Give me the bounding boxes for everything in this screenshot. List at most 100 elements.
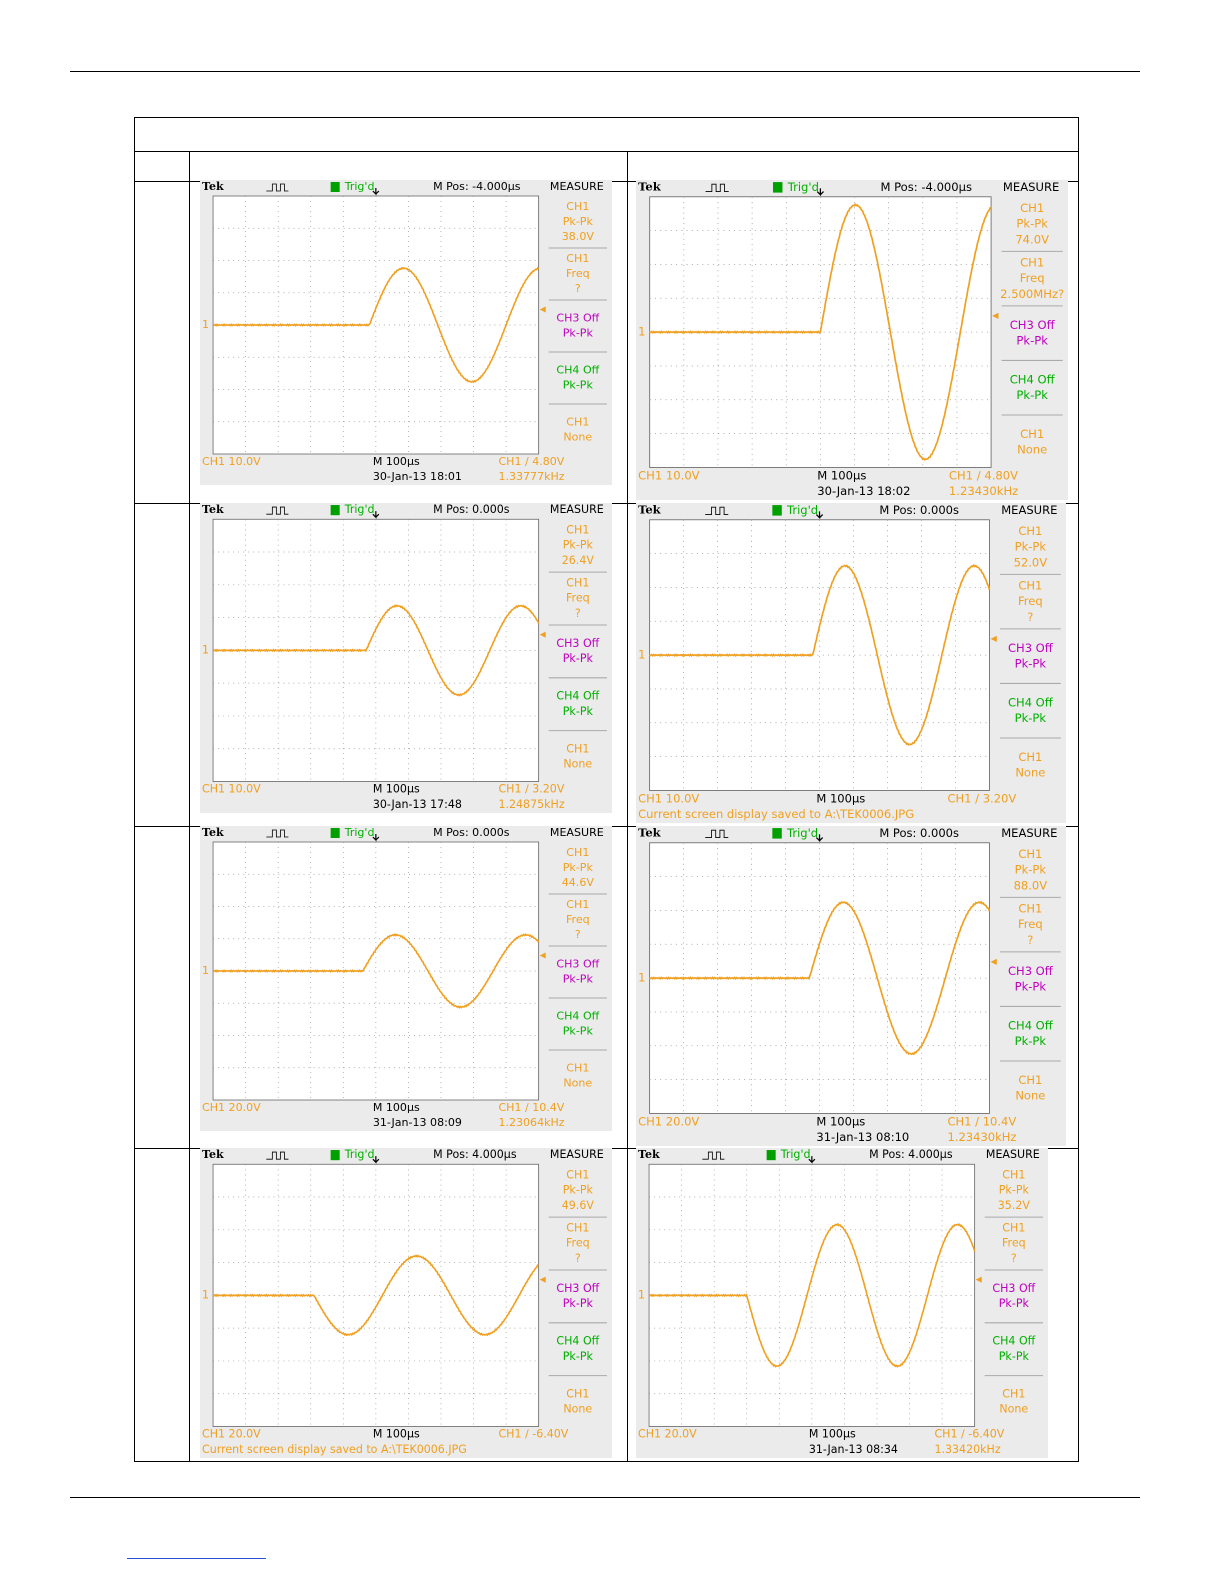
measurement-line: Freq: [1002, 1237, 1026, 1250]
measurement-line: 38.0V: [562, 230, 595, 243]
scope-screenshot: 1 Tek Trig'd M Pos: -4.000µs MEASURE CH1 Pk-Pk…: [636, 180, 1068, 500]
measurement-line: Pk-Pk: [563, 539, 594, 552]
trigger-icon: [772, 505, 782, 516]
measurement-line: CH3 Off: [556, 1282, 599, 1295]
timestamp: 31-Jan-13 08:10: [816, 1130, 909, 1144]
measurement-line: CH1: [1020, 255, 1044, 269]
trigger-frequency: 1.23430kHz: [949, 484, 1018, 498]
measurement-line: Pk-Pk: [563, 652, 594, 665]
waveform: [649, 563, 991, 746]
measurement-line: Pk-Pk: [1015, 863, 1047, 877]
channel-marker: 1: [638, 648, 645, 662]
measurement-line: 35.2V: [998, 1199, 1031, 1212]
trigger-level: CH1 ∕ 4.80V: [498, 455, 564, 468]
measurement-line: None: [1015, 1089, 1045, 1103]
trigger-level: CH1 ∕ 10.4V: [498, 1101, 564, 1114]
measurement-line: CH1: [1018, 750, 1042, 764]
trigger-status: Trig'd: [344, 826, 375, 839]
trigger-status: Trig'd: [344, 1148, 375, 1161]
channel-marker: 1: [202, 1288, 209, 1301]
trigger-icon: [330, 1150, 340, 1161]
channel-marker: 1: [638, 971, 645, 985]
measurement-line: CH1: [1018, 847, 1042, 861]
trigger-position-arrow: [372, 511, 380, 519]
measurement-line: ?: [1027, 933, 1033, 947]
measurement-line: Pk-Pk: [563, 973, 594, 986]
trigger-position-arrow: [816, 188, 824, 197]
table-title-cell: [133, 117, 1080, 152]
measurement-line: CH1: [1002, 1221, 1025, 1234]
trigger-frequency: 1.33777kHz: [498, 470, 564, 483]
measurement-line: Pk-Pk: [563, 215, 594, 228]
measurement-line: CH1: [1020, 201, 1044, 215]
measurement-line: CH1: [566, 252, 589, 265]
channel-scale: CH1 20.0V: [202, 1428, 261, 1441]
channel-scale: CH1 10.0V: [638, 791, 699, 805]
horizontal-position: M Pos: 0.000s: [879, 503, 959, 517]
measurement-line: Pk-Pk: [563, 327, 594, 340]
acquire-icon: [705, 506, 729, 515]
measurement-line: CH4 Off: [1008, 1018, 1054, 1032]
channel-marker: 1: [638, 325, 645, 339]
timebase: M 100µs: [373, 1428, 420, 1441]
measurement-line: Pk-Pk: [1016, 334, 1048, 348]
footer-rule: [70, 1497, 1140, 1498]
measure-title: MEASURE: [550, 826, 604, 839]
measurement-line: ?: [575, 928, 581, 941]
acquire-icon: [266, 829, 289, 838]
measurement-line: CH4 Off: [1010, 372, 1056, 386]
channel-marker: 1: [202, 964, 209, 977]
trigger-frequency: 1.24875kHz: [498, 798, 564, 811]
trigger-icon: [330, 505, 340, 516]
measurement-line: CH1: [1018, 901, 1042, 915]
trigger-position-arrow: [372, 188, 380, 196]
trigger-level: CH1 ∕ 3.20V: [947, 791, 1016, 805]
measurement-line: Pk-Pk: [999, 1297, 1030, 1310]
measurement-line: Pk-Pk: [1015, 540, 1047, 554]
acquire-icon: [266, 183, 289, 192]
measurement-line: CH3 Off: [1008, 964, 1054, 978]
measurement-line: None: [1015, 766, 1045, 780]
trigger-level-arrow: [539, 952, 546, 959]
timebase: M 100µs: [817, 468, 866, 482]
timebase: M 100µs: [373, 783, 420, 796]
timestamp: 30-Jan-13 18:01: [373, 470, 462, 483]
measurement-line: CH4 Off: [992, 1335, 1035, 1348]
waveform: [212, 266, 540, 384]
measurement-line: CH1: [566, 898, 589, 911]
measurement-line: CH3 Off: [556, 637, 599, 650]
measurement-line: CH1: [1018, 578, 1042, 592]
channel-scale: CH1 10.0V: [202, 455, 261, 468]
measurement-line: CH1: [566, 1168, 589, 1181]
measurement-line: None: [999, 1403, 1028, 1416]
measurement-line: CH4 Off: [556, 364, 599, 377]
measurement-line: ?: [1027, 610, 1033, 624]
scope-screenshot: 1 Tek Trig'd M Pos: 4.000µs MEASURE CH1 Pk-Pk 3…: [636, 1148, 1048, 1458]
acquire-icon: [266, 506, 289, 515]
horizontal-position: M Pos: 0.000s: [433, 826, 510, 839]
brand: Tek: [638, 503, 662, 516]
channel-scale: CH1 20.0V: [202, 1101, 261, 1114]
trigger-level: CH1 ∕ 3.20V: [498, 783, 564, 796]
brand: Tek: [202, 180, 224, 193]
measurement-line: 49.6V: [562, 1199, 595, 1212]
timestamp: 31-Jan-13 08:34: [809, 1443, 898, 1456]
measure-title: MEASURE: [1001, 503, 1057, 517]
header-rule: [70, 71, 1140, 72]
measurement-line: CH1: [566, 742, 589, 755]
measurement-line: ?: [1011, 1252, 1017, 1265]
status-message: Current screen display saved to A:\TEK00…: [202, 1443, 467, 1456]
brand: Tek: [638, 180, 662, 193]
trigger-level: CH1 ∕ 10.4V: [947, 1114, 1016, 1128]
channel-scale: CH1 10.0V: [638, 468, 700, 482]
measurement-line: Pk-Pk: [999, 1184, 1030, 1197]
measurement-line: None: [563, 431, 592, 444]
timebase: M 100µs: [816, 791, 865, 805]
measurement-line: CH4 Off: [556, 1010, 599, 1023]
waveform: [212, 933, 540, 1009]
trigger-icon: [330, 182, 340, 192]
measurement-line: Freq: [1020, 271, 1045, 285]
measure-title: MEASURE: [550, 180, 604, 193]
